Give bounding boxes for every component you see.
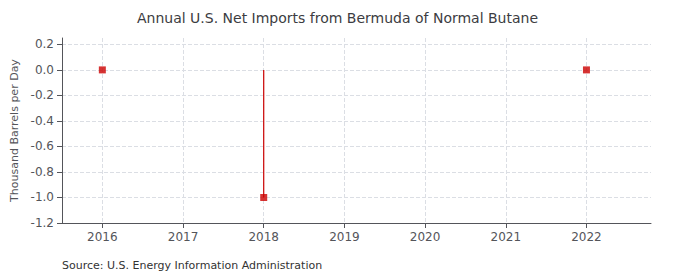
svg-text:2022: 2022 [571, 230, 602, 244]
svg-text:-0.4: -0.4 [31, 114, 54, 128]
svg-text:2021: 2021 [490, 230, 521, 244]
svg-text:-1.0: -1.0 [31, 190, 54, 204]
svg-text:2017: 2017 [168, 230, 199, 244]
svg-text:2020: 2020 [410, 230, 441, 244]
svg-text:2019: 2019 [329, 230, 360, 244]
svg-text:2018: 2018 [248, 230, 279, 244]
svg-text:0.0: 0.0 [35, 63, 54, 77]
svg-text:0.2: 0.2 [35, 37, 54, 51]
svg-text:Thousand Barrels per Day: Thousand Barrels per Day [8, 59, 21, 203]
svg-text:Source: U.S. Energy Informatio: Source: U.S. Energy Information Administ… [62, 259, 322, 272]
svg-text:-0.8: -0.8 [31, 165, 54, 179]
svg-text:2016: 2016 [87, 230, 118, 244]
svg-text:-0.2: -0.2 [31, 88, 54, 102]
svg-text:-1.2: -1.2 [31, 216, 54, 230]
svg-text:Annual U.S. Net Imports from B: Annual U.S. Net Imports from Bermuda of … [137, 10, 538, 26]
svg-text:-0.6: -0.6 [31, 139, 54, 153]
